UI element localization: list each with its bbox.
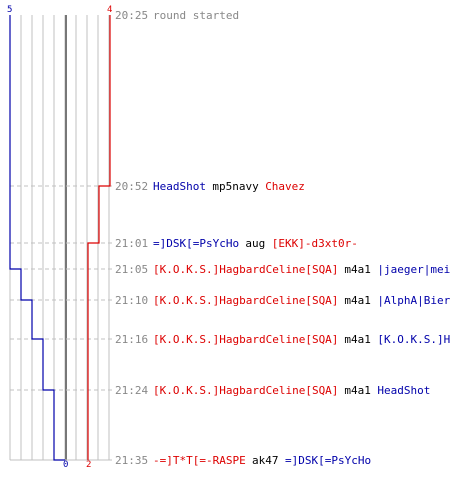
weapon-name: ak47 bbox=[252, 454, 279, 467]
victim-name: |AlphA|Bierkoenig bbox=[377, 294, 450, 307]
team-b-end-count: 2 bbox=[86, 460, 91, 470]
weapon-name: aug bbox=[245, 237, 265, 250]
weapon-name: mp5navy bbox=[212, 180, 259, 193]
event-time: 21:35 bbox=[115, 454, 148, 467]
killer-name: HeadShot bbox=[153, 180, 206, 193]
killer-name: [K.O.K.S.]HagbardCeline[SQA] bbox=[153, 384, 338, 397]
weapon-name: m4a1 bbox=[344, 333, 371, 346]
victim-name: [EKK]-d3xt0r- bbox=[272, 237, 358, 250]
killer-name: [K.O.K.S.]HagbardCeline[SQA] bbox=[153, 294, 338, 307]
team-b-alive-line bbox=[87, 15, 111, 460]
victim-name: HeadShot bbox=[377, 384, 430, 397]
killer-name: =]DSK[=PsYcHo bbox=[153, 237, 239, 250]
killer-name: [K.O.K.S.]HagbardCeline[SQA] bbox=[153, 333, 338, 346]
team-a-end-count: 0 bbox=[63, 460, 68, 470]
event-time: 21:24 bbox=[115, 384, 148, 397]
weapon-name: m4a1 bbox=[344, 263, 371, 276]
team-b-start-count: 4 bbox=[107, 5, 112, 15]
killer-name: [K.O.K.S.]HagbardCeline[SQA] bbox=[153, 263, 338, 276]
killer-name: -=]T*T[=-RASPE bbox=[153, 454, 246, 467]
victim-name: =]DSK[=PsYcHo bbox=[285, 454, 371, 467]
event-time: 20:25 bbox=[115, 9, 148, 22]
victim-name: |jaeger|meister bbox=[377, 263, 450, 276]
victim-name: [K.O.K.S.]Hoad[SQB] bbox=[377, 333, 450, 346]
event-time: 21:10 bbox=[115, 294, 148, 307]
event-time: 20:52 bbox=[115, 180, 148, 193]
weapon-name: m4a1 bbox=[344, 384, 371, 397]
weapon-name: m4a1 bbox=[344, 294, 371, 307]
team-a-alive-line bbox=[9, 15, 65, 461]
event-time: 21:01 bbox=[115, 237, 148, 250]
round-start-label: round started bbox=[153, 9, 239, 22]
victim-name: Chavez bbox=[265, 180, 305, 193]
team-a-start-count: 5 bbox=[7, 5, 12, 15]
event-time: 21:16 bbox=[115, 333, 148, 346]
event-time: 21:05 bbox=[115, 263, 148, 276]
